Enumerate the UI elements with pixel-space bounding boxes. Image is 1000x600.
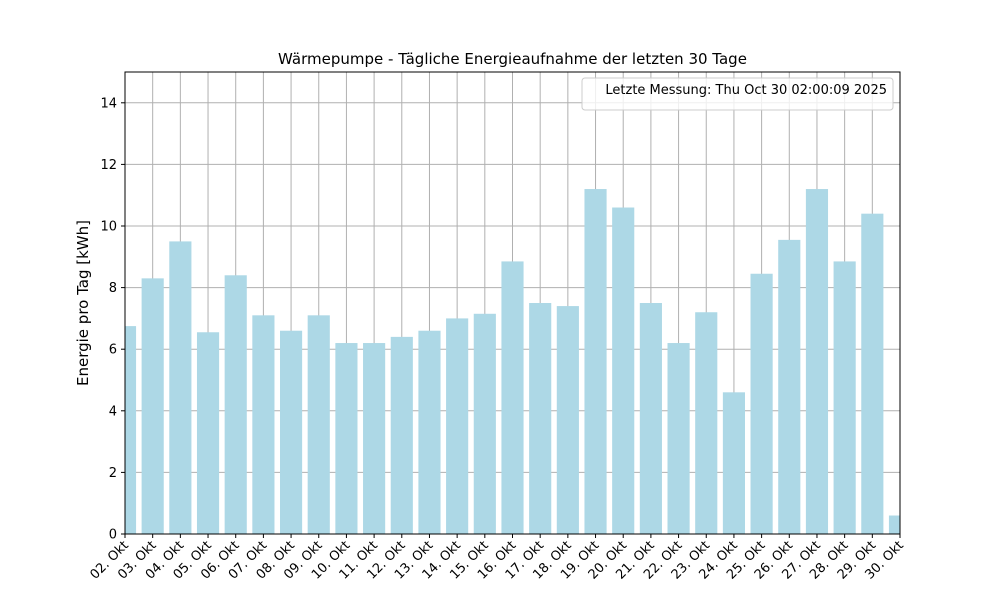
y-tick-label: 10 [100,220,117,235]
legend-annotation: Letzte Messung: Thu Oct 30 02:00:09 2025 [605,83,887,98]
bar-23-okt [695,312,718,534]
chart-title: Wärmepumpe - Tägliche Energieaufnahme de… [278,50,747,68]
bar-29-okt [861,213,884,534]
y-axis-label: Energie pro Tag [kWh] [74,220,92,386]
legend-frame [581,77,894,111]
bar-26-okt [778,239,801,534]
bar-28-okt [833,261,856,534]
bars-layer [125,189,900,534]
bar-04-okt [169,241,192,534]
legend: Letzte Messung: Thu Oct 30 02:00:09 2025 [581,77,894,111]
bar-14-okt [446,318,469,534]
y-tick-label: 12 [100,158,117,173]
y-tick-label: 8 [109,281,117,296]
bar-02-okt [125,326,137,534]
bar-25-okt [750,273,773,534]
bar-07-okt [252,315,275,534]
bar-08-okt [280,330,303,534]
bar-13-okt [418,330,441,534]
bar-15-okt [473,313,496,534]
bar-16-okt [501,261,524,534]
y-tick-label: 6 [109,343,117,358]
bar-18-okt [556,306,579,534]
bar-27-okt [805,189,829,534]
bar-06-okt [224,275,247,534]
y-axis-ticks: 0 2 4 6 8 10 12 14 [100,96,125,543]
bar-09-okt [307,315,330,534]
bar-05-okt [196,332,220,534]
y-tick-label: 2 [109,466,117,481]
bar-10-okt [335,343,358,534]
bar-12-okt [390,336,413,534]
bar-17-okt [529,303,552,534]
bar-24-okt [722,392,745,534]
bar-19-okt [584,189,607,534]
bar-30-okt [888,515,900,534]
y-tick-label: 4 [109,404,117,419]
y-tick-label: 14 [100,96,117,111]
y-tick-label: 0 [109,528,117,543]
bar-21-okt [639,303,662,534]
bar-20-okt [612,207,635,534]
bar-11-okt [363,343,386,534]
bar-22-okt [667,343,690,534]
bar-03-okt [141,278,164,534]
